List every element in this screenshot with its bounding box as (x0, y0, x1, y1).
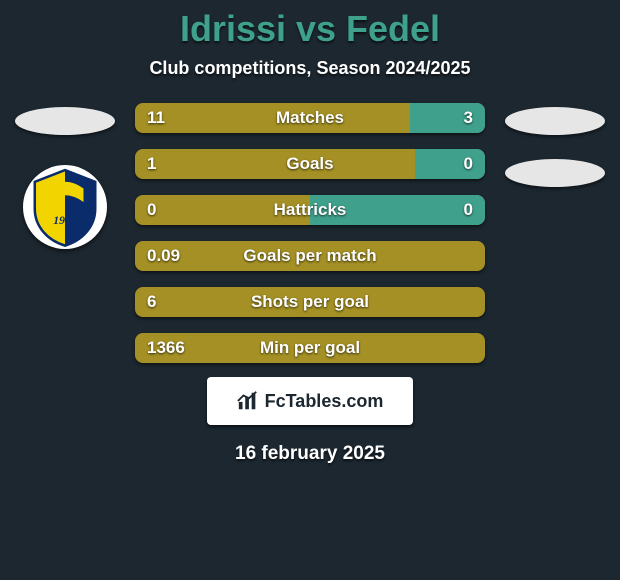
right-ellipse-2 (505, 159, 605, 187)
svg-text:1912: 1912 (53, 214, 77, 227)
left-ellipse-1 (15, 107, 115, 135)
right-ellipse-1 (505, 107, 605, 135)
chart-icon (237, 390, 259, 412)
root-container: Idrissi vs Fedel Club competitions, Seas… (0, 0, 620, 465)
bar-hattricks-right-val: 0 (464, 200, 473, 220)
bar-goals-label: Goals (135, 154, 485, 174)
left-side-column: 1912 (15, 103, 115, 249)
brand-footer: FcTables.com (207, 377, 413, 425)
bar-mpg: 1366 Min per goal (135, 333, 485, 363)
bar-gpm: 0.09 Goals per match (135, 241, 485, 271)
right-side-column (505, 103, 605, 187)
bar-gpm-label: Goals per match (135, 246, 485, 266)
brand-label: FcTables.com (265, 391, 384, 412)
bars-column: 11 Matches 3 1 Goals 0 0 Hattricks 0 0 (135, 103, 485, 363)
bar-spg-label: Shots per goal (135, 292, 485, 312)
club-badge-icon: 1912 (23, 165, 107, 249)
bar-matches-label: Matches (135, 108, 485, 128)
page-title: Idrissi vs Fedel (180, 8, 440, 50)
bar-hattricks-label: Hattricks (135, 200, 485, 220)
bar-goals-right-val: 0 (464, 154, 473, 174)
bar-matches: 11 Matches 3 (135, 103, 485, 133)
comparison-wrap: 1912 11 Matches 3 1 Goals 0 (0, 103, 620, 363)
club-badge-left: 1912 (23, 165, 107, 249)
bar-hattricks: 0 Hattricks 0 (135, 195, 485, 225)
bar-mpg-label: Min per goal (135, 338, 485, 358)
bar-goals: 1 Goals 0 (135, 149, 485, 179)
bar-matches-right-val: 3 (464, 108, 473, 128)
bar-spg: 6 Shots per goal (135, 287, 485, 317)
date-label: 16 february 2025 (235, 443, 385, 465)
page-subtitle: Club competitions, Season 2024/2025 (149, 58, 470, 79)
